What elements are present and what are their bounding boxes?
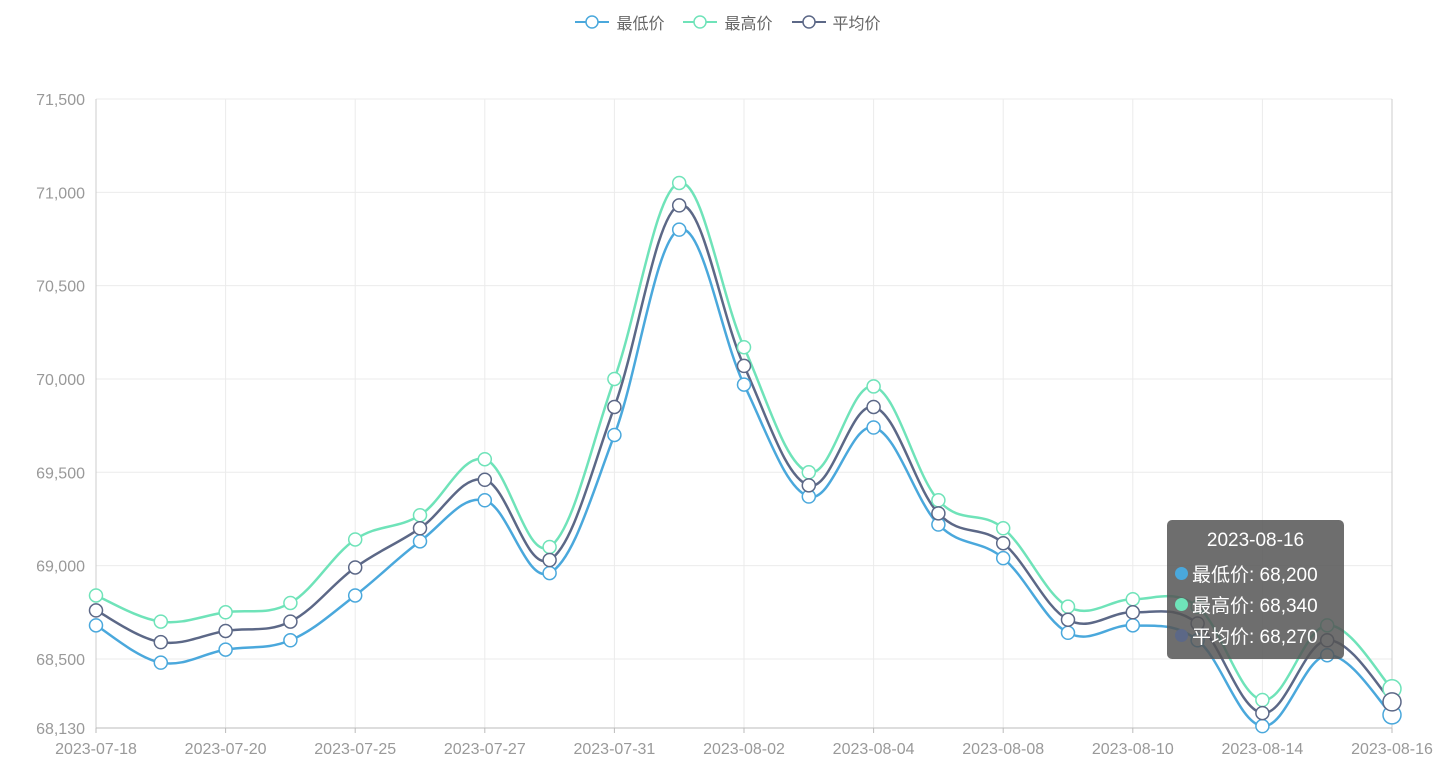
x-tick-label: 2023-07-31: [573, 741, 655, 758]
data-point: [153, 634, 169, 650]
data-point: [671, 175, 687, 191]
data-point: [931, 493, 946, 508]
data-point: [218, 605, 233, 620]
data-point: [283, 633, 298, 648]
x-tick-label: 2023-07-20: [185, 741, 267, 758]
legend-max-icon: [683, 15, 718, 29]
x-tick-label: 2023-08-08: [962, 741, 1044, 758]
legend-avg-icon: [791, 15, 826, 29]
data-point: [1255, 705, 1270, 721]
data-point: [866, 379, 881, 394]
x-tick-label: 2023-07-25: [314, 741, 396, 758]
data-point: [995, 550, 1011, 566]
tooltip-min-value: 最低价: 68,200: [1192, 565, 1318, 586]
data-point: [218, 642, 233, 657]
chart-tooltip: 2023-08-16 最低价: 68,200 最高价: 68,340 平均价: …: [1167, 520, 1344, 659]
data-point: [1060, 599, 1076, 614]
y-tick-label: 68,500: [36, 652, 85, 669]
data-point: [995, 535, 1011, 551]
legend-item-max[interactable]: 最高价: [682, 10, 773, 34]
data-point: [1382, 692, 1402, 712]
y-tick-label: 71,500: [36, 92, 85, 109]
data-point: [477, 493, 493, 508]
chart-axes: 71,500 71,000 70,500 70,000 69,500 69,000 68,5…: [36, 92, 1433, 758]
data-point: [347, 588, 363, 603]
data-point: [283, 614, 298, 629]
data-point: [542, 539, 557, 555]
data-point: [736, 358, 752, 374]
data-point: [88, 618, 104, 633]
data-point: [542, 565, 557, 581]
data-point: [1255, 718, 1270, 734]
legend-label-max: 最高价: [724, 16, 773, 33]
data-point: [477, 451, 493, 467]
data-point: [153, 614, 169, 629]
x-tick-label: 2023-08-14: [1221, 741, 1303, 758]
data-point: [1125, 618, 1141, 633]
x-tick-label: 2023-08-02: [703, 741, 785, 758]
data-point: [801, 478, 817, 493]
tooltip-min-marker: [1175, 567, 1188, 580]
data-point: [866, 399, 881, 415]
data-point: [671, 198, 687, 213]
y-tick-label: 69,500: [36, 465, 85, 482]
legend-item-avg[interactable]: 平均价: [791, 10, 881, 34]
data-point: [607, 399, 622, 415]
tooltip-avg-marker: [1175, 629, 1188, 642]
legend-label-min: 最低价: [616, 16, 665, 33]
x-tick-label: 2023-07-18: [55, 741, 137, 758]
data-point: [995, 521, 1011, 536]
data-point: [477, 472, 493, 488]
data-point: [542, 552, 557, 568]
data-point: [1060, 612, 1076, 627]
data-point: [412, 521, 428, 536]
data-point: [218, 623, 233, 639]
data-point: [412, 507, 428, 523]
data-point: [347, 532, 363, 547]
y-tick-label: 70,500: [36, 279, 85, 296]
tooltip-max-value: 最高价: 68,340: [1192, 596, 1318, 617]
tooltip-date: 2023-08-16: [1206, 530, 1305, 551]
data-point: [88, 588, 104, 603]
y-tick-label: 71,000: [36, 185, 85, 202]
data-point: [736, 377, 752, 392]
data-point: [153, 655, 169, 670]
data-point: [866, 420, 881, 435]
legend-min-icon: [575, 15, 610, 29]
data-point: [1060, 625, 1076, 641]
data-point: [347, 560, 363, 575]
x-tick-label: 2023-08-16: [1351, 741, 1433, 758]
data-point: [671, 222, 687, 237]
data-point: [607, 371, 622, 387]
x-tick-label: 2023-08-10: [1092, 741, 1174, 758]
data-point: [1255, 692, 1270, 708]
tooltip-avg-value: 平均价: 68,270: [1192, 627, 1318, 648]
data-point: [607, 427, 622, 443]
tooltip-row-max: 最高价: 68,340: [1175, 589, 1336, 620]
tooltip-max-marker: [1175, 598, 1188, 611]
chart-legend: 最低价 最高价 平均价: [0, 10, 1455, 34]
data-point: [283, 595, 298, 611]
data-point: [801, 465, 817, 480]
y-tick-label: 70,000: [36, 372, 85, 389]
y-tick-label: 69,000: [36, 559, 85, 576]
tooltip-row-avg: 平均价: 68,270: [1175, 620, 1336, 651]
data-point: [412, 534, 428, 549]
data-point: [88, 603, 104, 618]
y-tick-label: 68,130: [36, 721, 85, 738]
x-tick-label: 2023-07-27: [444, 741, 526, 758]
tooltip-row-min: 最低价: 68,200: [1175, 558, 1336, 589]
data-point: [736, 339, 752, 355]
data-point: [931, 506, 946, 521]
x-tick-label: 2023-08-04: [833, 741, 915, 758]
legend-label-avg: 平均价: [832, 16, 881, 33]
data-point: [1125, 605, 1141, 620]
legend-item-min[interactable]: 最低价: [574, 10, 664, 34]
data-point: [1125, 591, 1141, 607]
